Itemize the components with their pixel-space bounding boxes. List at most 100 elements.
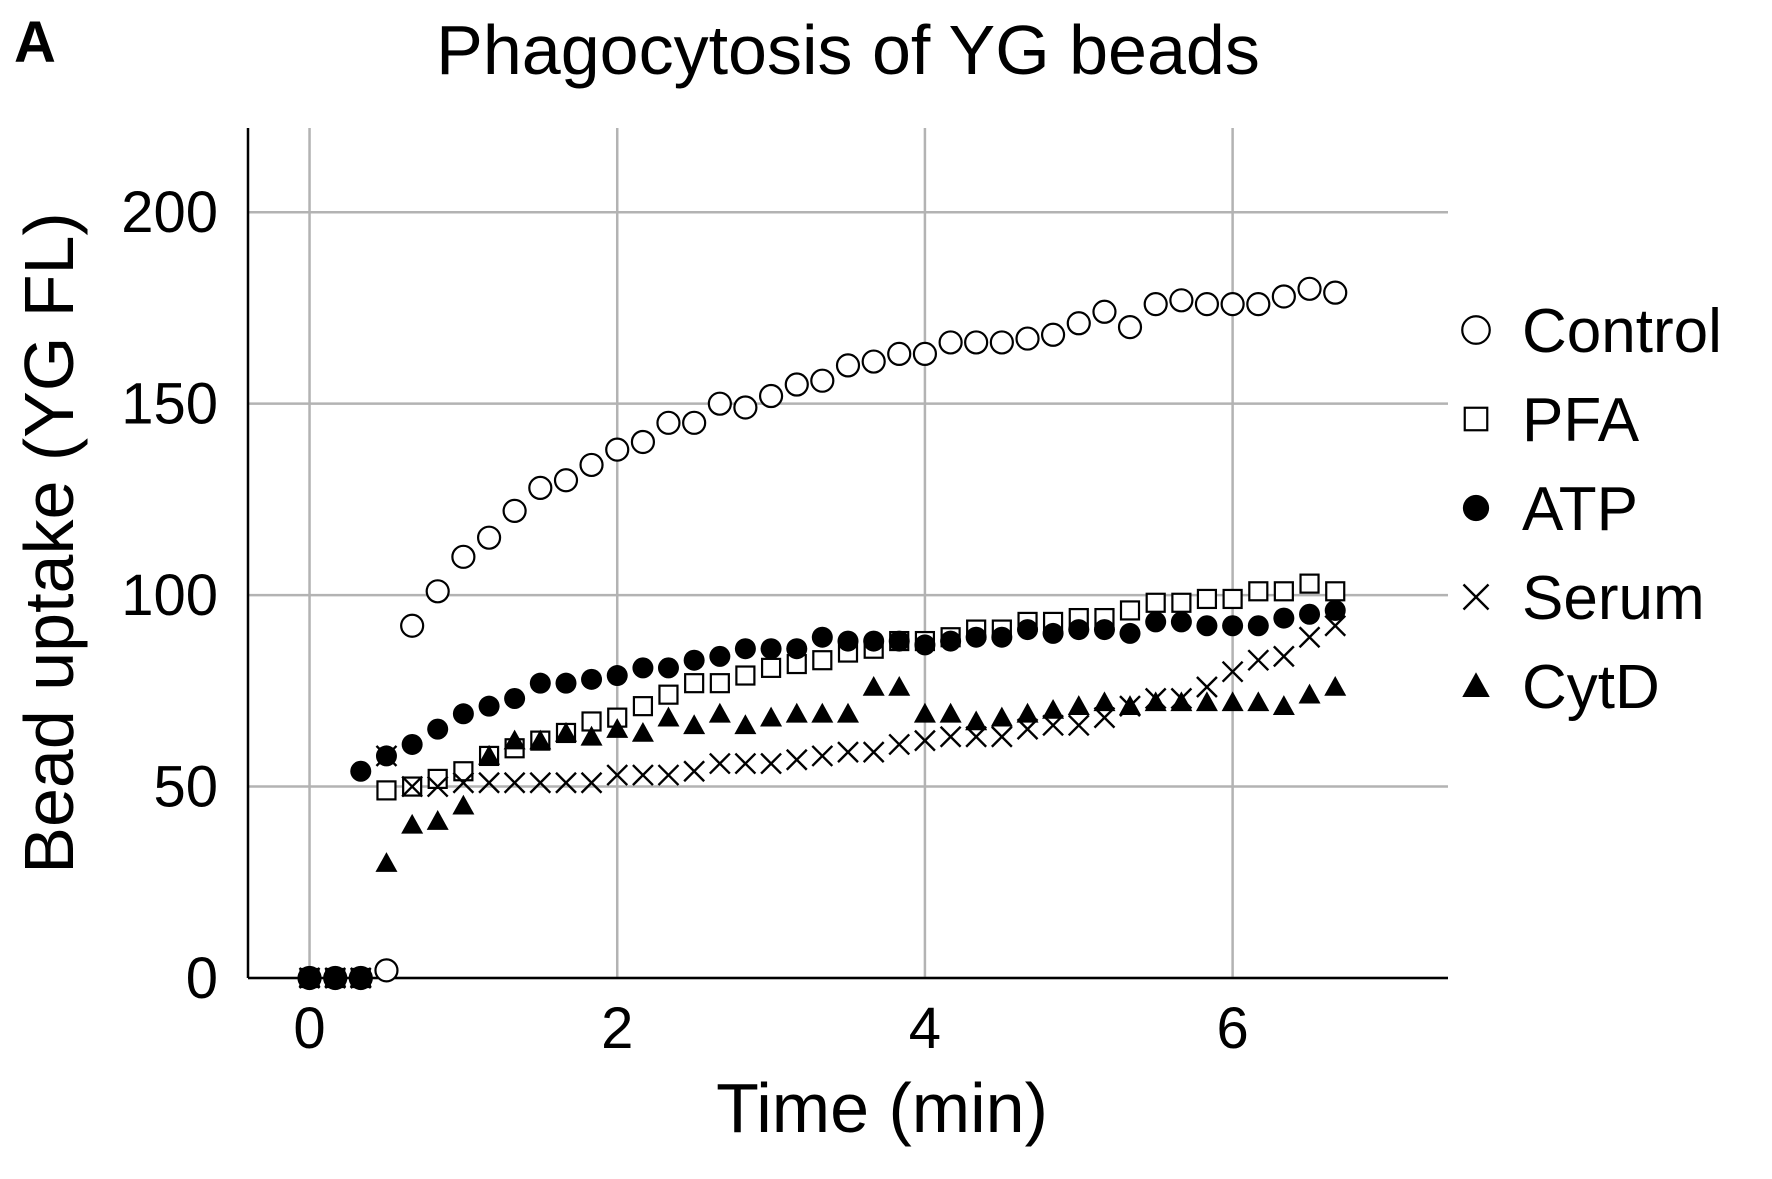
data-point-serum: [888, 733, 911, 756]
data-point-control: [1194, 292, 1220, 317]
data-point-control: [579, 452, 604, 478]
legend-item-control: Control: [1461, 297, 1722, 366]
data-point-atp: [940, 630, 962, 652]
x-tick-label: 4: [909, 996, 941, 1061]
data-point-cytd: [965, 710, 988, 731]
data-point-atp: [504, 687, 526, 709]
data-point-control: [1117, 314, 1143, 340]
data-point-serum: [837, 741, 859, 763]
legend-marker-control: [1461, 315, 1491, 345]
data-point-atp: [657, 657, 679, 679]
legend-item-serum: Serum: [1462, 564, 1705, 633]
data-point-control: [682, 410, 707, 435]
data-point-control: [912, 341, 938, 367]
data-point-control: [733, 395, 758, 420]
x-tick-label: 0: [293, 996, 325, 1061]
data-point-pfa: [632, 696, 654, 717]
data-point-serum: [1298, 626, 1321, 649]
data-point-atp: [1247, 615, 1269, 637]
data-point-control: [630, 429, 656, 455]
data-point-cytd: [452, 794, 475, 815]
data-point-cytd: [349, 967, 372, 987]
axes: [246, 128, 1448, 980]
data-point-pfa: [453, 761, 474, 782]
data-point-atp: [811, 626, 833, 648]
data-point-control: [938, 330, 963, 355]
data-point-serum: [760, 752, 782, 775]
data-point-control: [964, 330, 989, 355]
data-point-atp: [1093, 619, 1115, 641]
legend-item-pfa: PFA: [1463, 386, 1640, 455]
data-point-atp: [1145, 611, 1167, 633]
legend-marker-atp: [1462, 494, 1490, 522]
data-point-cytd: [811, 702, 834, 723]
x-tick-label: 6: [1216, 996, 1248, 1061]
series-atp: [299, 599, 1346, 989]
data-point-pfa: [1299, 573, 1320, 594]
y-tick-label: 50: [153, 755, 218, 820]
data-point-atp: [837, 630, 859, 652]
data-point-atp: [350, 760, 372, 782]
data-point-atp: [1324, 599, 1346, 621]
data-point-control: [1323, 280, 1348, 305]
y-tick-label: 150: [121, 372, 218, 437]
data-point-cytd: [1093, 691, 1116, 712]
data-points: [297, 276, 1348, 991]
data-point-serum: [657, 764, 680, 786]
data-point-pfa: [735, 665, 756, 686]
data-point-serum: [401, 775, 424, 798]
data-point-cytd: [503, 729, 526, 750]
data-point-atp: [1068, 619, 1090, 641]
data-point-atp: [1222, 615, 1244, 637]
data-point-pfa: [658, 684, 679, 705]
data-point-cytd: [939, 702, 962, 723]
data-point-control: [1092, 299, 1117, 324]
y-tick-labels: 0 50 100 150 200: [121, 180, 218, 1011]
data-point-serum: [580, 771, 603, 794]
data-point-control: [887, 341, 912, 367]
data-point-atp: [606, 665, 628, 687]
data-point-atp: [1119, 622, 1141, 644]
data-point-cytd: [478, 744, 501, 765]
data-point-pfa: [1119, 600, 1141, 621]
data-point-atp: [1196, 615, 1218, 637]
data-point-pfa: [1222, 588, 1243, 610]
data-point-control: [1246, 292, 1271, 317]
data-point-pfa: [1171, 592, 1192, 613]
chart-title: Phagocytosis of YG beads: [436, 11, 1260, 89]
data-point-control: [656, 410, 681, 435]
data-point-cytd: [401, 813, 424, 834]
data-point-serum: [939, 725, 962, 748]
legend-marker-pfa: [1463, 406, 1489, 432]
data-point-atp: [991, 626, 1013, 648]
data-point-atp: [1273, 607, 1295, 629]
data-point-cytd: [888, 676, 911, 696]
data-point-serum: [529, 771, 552, 794]
data-point-serum: [555, 771, 577, 794]
data-point-control: [528, 475, 553, 501]
data-point-pfa: [1325, 581, 1346, 602]
x-tick-label: 2: [601, 996, 633, 1061]
legend-label-atp: ATP: [1522, 475, 1638, 544]
data-point-pfa: [684, 673, 705, 694]
data-point-control: [1015, 326, 1040, 351]
data-point-serum: [1067, 714, 1090, 737]
y-axis-label: Bead uptake (YG FL): [10, 212, 88, 873]
legend-label-cytd: CytD: [1522, 653, 1660, 722]
data-point-atp: [1017, 619, 1039, 641]
data-point-cytd: [708, 702, 731, 723]
data-point-serum: [632, 764, 654, 786]
data-point-cytd: [990, 706, 1013, 727]
data-point-cytd: [862, 676, 885, 696]
data-point-pfa: [1145, 592, 1166, 613]
series-cytd: [298, 676, 1347, 987]
data-point-cytd: [1298, 683, 1321, 704]
data-point-atp: [1042, 622, 1064, 644]
data-point-cytd: [1272, 695, 1295, 715]
legend-item-cytd: CytD: [1462, 653, 1660, 722]
data-point-atp: [581, 668, 603, 690]
data-point-atp: [555, 672, 577, 694]
data-point-serum: [708, 752, 731, 775]
data-point-cytd: [1016, 702, 1039, 723]
